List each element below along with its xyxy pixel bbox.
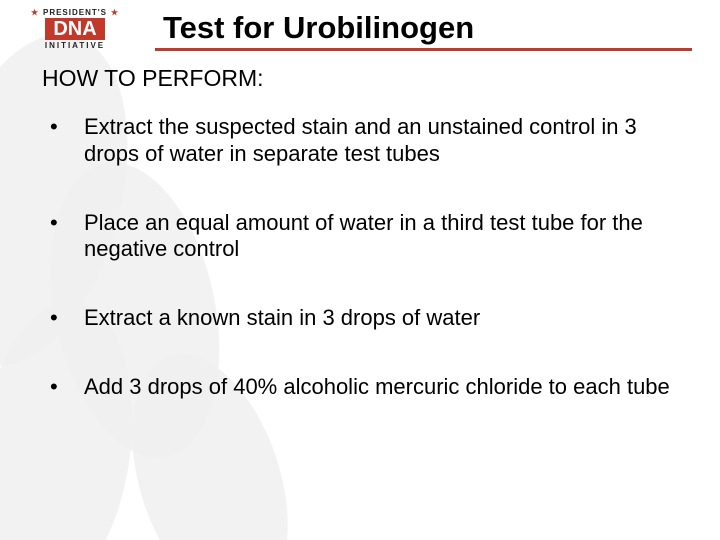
- bullet-text: Extract the suspected stain and an unsta…: [84, 114, 670, 168]
- bullet-icon: •: [48, 210, 84, 237]
- bullet-text: Place an equal amount of water in a thir…: [84, 210, 670, 264]
- logo-top-text: PRESIDENT'S: [35, 8, 115, 17]
- bullet-text: Add 3 drops of 40% alcoholic mercuric ch…: [84, 374, 670, 401]
- bullet-list: • Extract the suspected stain and an uns…: [0, 92, 720, 401]
- list-item: • Extract the suspected stain and an uns…: [48, 114, 670, 168]
- bullet-text: Extract a known stain in 3 drops of wate…: [84, 305, 670, 332]
- header: PRESIDENT'S DNA INITIATIVE Test for Urob…: [0, 0, 720, 51]
- section-subtitle: HOW TO PERFORM:: [0, 51, 720, 92]
- list-item: • Place an equal amount of water in a th…: [48, 210, 670, 264]
- logo-mid-text: DNA: [45, 18, 104, 40]
- list-item: • Add 3 drops of 40% alcoholic mercuric …: [48, 374, 670, 401]
- bullet-icon: •: [48, 374, 84, 401]
- page-title: Test for Urobilinogen: [155, 6, 692, 51]
- bullet-icon: •: [48, 305, 84, 332]
- list-item: • Extract a known stain in 3 drops of wa…: [48, 305, 670, 332]
- dna-initiative-logo: PRESIDENT'S DNA INITIATIVE: [0, 6, 150, 50]
- slide: PRESIDENT'S DNA INITIATIVE Test for Urob…: [0, 0, 720, 540]
- logo-bot-text: INITIATIVE: [45, 41, 105, 50]
- bullet-icon: •: [48, 114, 84, 141]
